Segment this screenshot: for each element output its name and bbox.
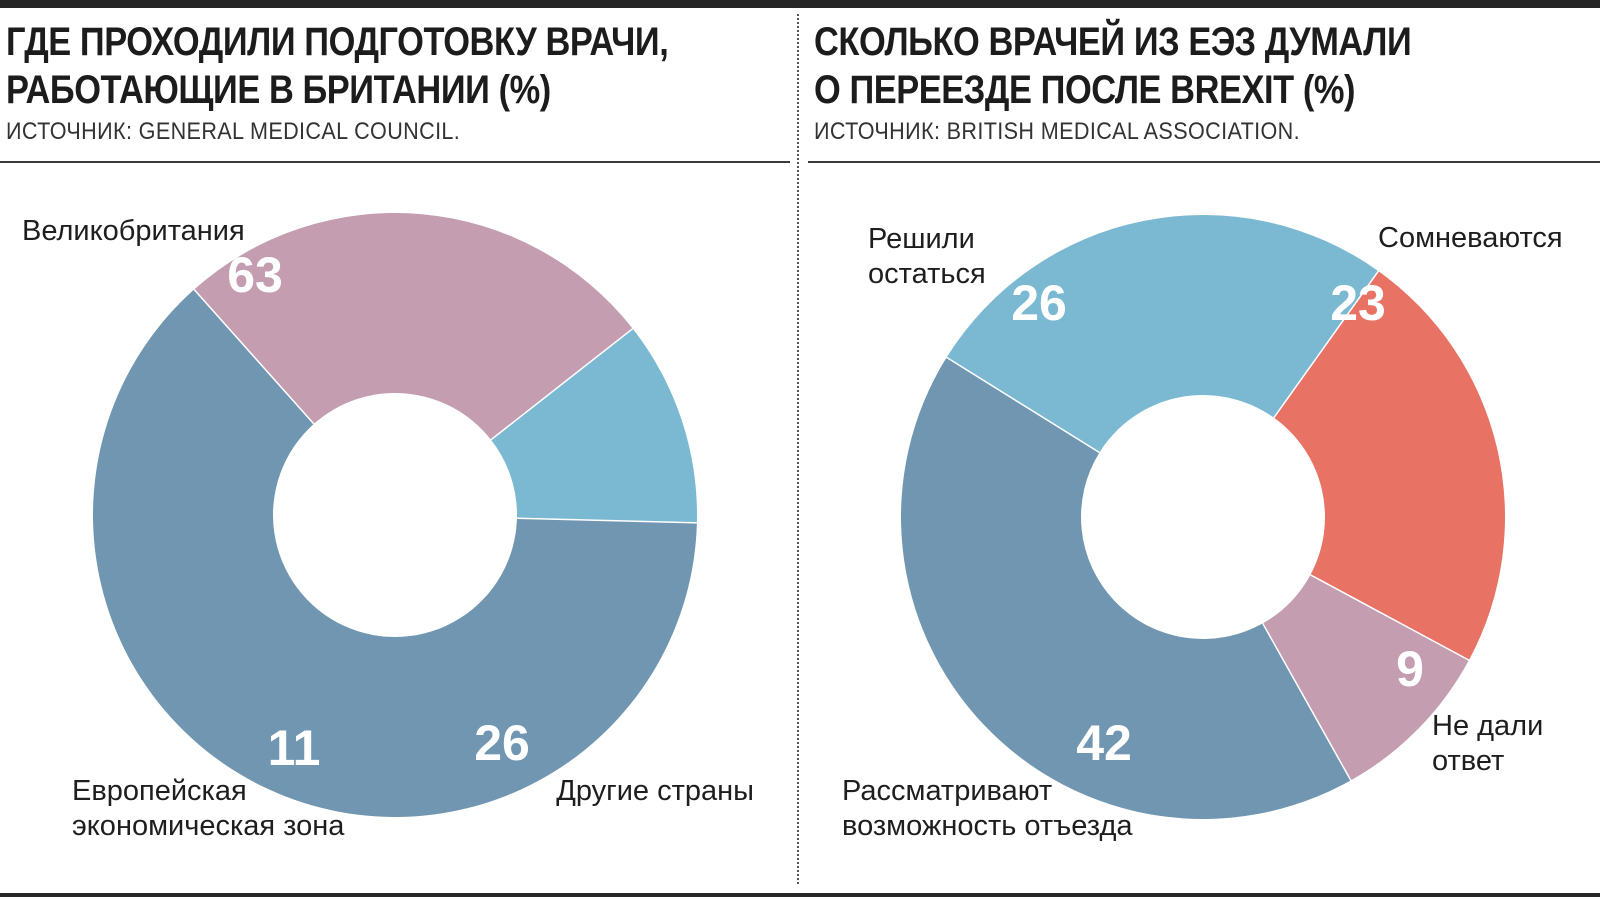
chart2-slice-3	[900, 357, 1351, 820]
chart1-slice-separator	[490, 327, 634, 441]
chart1-slice-separator	[516, 517, 698, 524]
chart-title-brexit-intent: СКОЛЬКО ВРАЧЕЙ ИЗ ЕЭЗ ДУМАЛИ О ПЕРЕЕЗДЕ …	[814, 20, 1412, 112]
chart2-category-label: Решили остаться	[868, 223, 986, 290]
chart2-slice-separator	[1262, 623, 1352, 782]
chart2-value-label: 26	[1011, 275, 1067, 331]
chart2-slice-separator	[1273, 269, 1380, 419]
header-rule-right	[808, 161, 1600, 163]
top-rule	[0, 0, 1600, 8]
chart-source-brexit-intent: ИСТОЧНИК: BRITISH MEDICAL ASSOCIATION.	[814, 118, 1301, 145]
chart1-category-label: Европейская экономическая зона	[72, 775, 345, 842]
chart1-category-label: Другие страны	[556, 775, 754, 807]
chart1-slice-1	[93, 289, 697, 817]
chart2-slice-4	[946, 214, 1379, 453]
chart2-slice-separator	[1310, 574, 1471, 662]
chart2-slice-2	[1262, 574, 1469, 781]
chart2-value-label: 23	[1330, 275, 1386, 331]
chart1-value-label: 26	[474, 715, 530, 771]
chart1-value-label: 11	[268, 720, 321, 776]
chart2-value-label: 9	[1396, 641, 1424, 697]
chart2-category-label: Сомневаются	[1378, 222, 1563, 254]
chart2-slice-1	[1273, 271, 1505, 661]
chart2-category-label: Рассматривают возможность отъезда	[842, 775, 1133, 842]
panel-divider	[797, 14, 799, 884]
chart1-slice-3	[491, 328, 697, 523]
chart1-slice-separator	[192, 288, 315, 425]
chart2-slice-separator	[945, 356, 1100, 454]
chart2-value-label: 42	[1076, 715, 1132, 771]
chart1-value-label: 63	[227, 247, 283, 303]
chart-source-training-origin: ИСТОЧНИК: GENERAL MEDICAL COUNCIL.	[6, 118, 461, 145]
chart-title-training-origin: ГДЕ ПРОХОДИЛИ ПОДГОТОВКУ ВРАЧИ, РАБОТАЮЩ…	[6, 20, 669, 112]
header-rule-left	[0, 161, 790, 163]
bottom-rule	[0, 893, 1600, 897]
chart2-category-label: Не дали ответ	[1432, 710, 1543, 777]
chart1-slice-2	[194, 212, 633, 440]
chart1-category-label: Великобритания	[22, 215, 245, 247]
